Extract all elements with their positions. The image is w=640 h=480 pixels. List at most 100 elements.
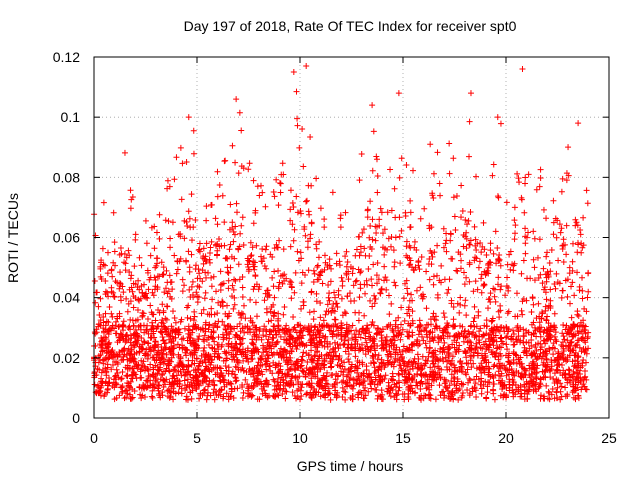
data-point [568,283,575,290]
data-point [416,317,423,324]
data-point [196,395,203,402]
data-point [423,305,430,312]
data-point [226,246,233,253]
data-point [98,257,105,264]
data-point [426,386,433,393]
data-point [258,253,265,260]
data-point [430,377,437,384]
data-point [186,333,193,340]
data-point [417,386,424,393]
data-point [260,345,267,352]
data-point [438,335,445,342]
data-point [281,346,288,353]
data-point [453,193,460,200]
data-point [569,279,576,286]
data-point [281,303,288,310]
data-point [506,359,513,366]
data-point [536,319,543,326]
data-point [339,282,346,289]
data-point [574,269,581,276]
data-point [477,325,484,332]
data-point [196,240,203,247]
data-point [251,345,258,352]
data-point [239,346,246,353]
data-point [435,339,442,346]
data-point [203,217,210,224]
data-point [316,238,323,245]
data-point [466,153,473,160]
data-point [529,351,536,358]
data-point [459,207,466,214]
data-point [490,285,497,292]
data-point [460,243,467,250]
data-point [426,380,433,387]
data-point [399,371,406,378]
data-point [322,334,329,341]
data-point [154,255,161,262]
data-point [533,369,540,376]
data-point [262,203,269,210]
data-point [351,367,358,374]
data-point [460,338,467,345]
data-point [537,328,544,335]
data-point [209,379,216,386]
data-point [553,389,560,396]
data-point [402,367,409,374]
data-point [225,379,232,386]
data-point [312,352,319,359]
data-point [298,384,305,391]
data-point [124,372,131,379]
data-point [557,388,564,395]
data-point [559,287,566,294]
data-point [302,232,309,239]
data-point [130,369,137,376]
data-point [222,157,229,164]
data-point [343,248,350,255]
data-point [513,360,520,367]
data-point [370,353,377,360]
data-point [164,185,171,192]
data-point [497,120,504,127]
y-tick-label: 0.08 [53,169,80,185]
data-point [245,393,252,400]
data-point [418,328,425,335]
data-point [382,362,389,369]
data-point [283,275,290,282]
data-point [461,348,468,355]
data-point [408,341,415,348]
data-point [307,133,314,140]
data-point [177,255,184,262]
data-point [538,324,545,331]
data-point [482,356,489,363]
data-point [158,259,165,266]
data-point [168,339,175,346]
data-point [460,269,467,276]
data-point [127,332,134,339]
data-point [523,378,530,385]
data-point [252,299,259,306]
data-point [157,359,164,366]
data-point [563,251,570,258]
data-point [207,244,214,251]
data-point [280,354,287,361]
data-point [510,369,517,376]
data-point [408,291,415,298]
data-point [495,256,502,263]
data-point [579,362,586,369]
data-point [157,364,164,371]
data-point [532,344,539,351]
data-point [146,346,153,353]
data-point [154,370,161,377]
data-point [584,200,591,207]
data-point [360,395,367,402]
data-point [111,376,118,383]
data-point [194,299,201,306]
data-point [276,237,283,244]
data-point [325,323,332,330]
data-point [270,376,277,383]
data-point [381,375,388,382]
data-point [482,338,489,345]
data-point [212,388,219,395]
data-point [510,356,517,363]
